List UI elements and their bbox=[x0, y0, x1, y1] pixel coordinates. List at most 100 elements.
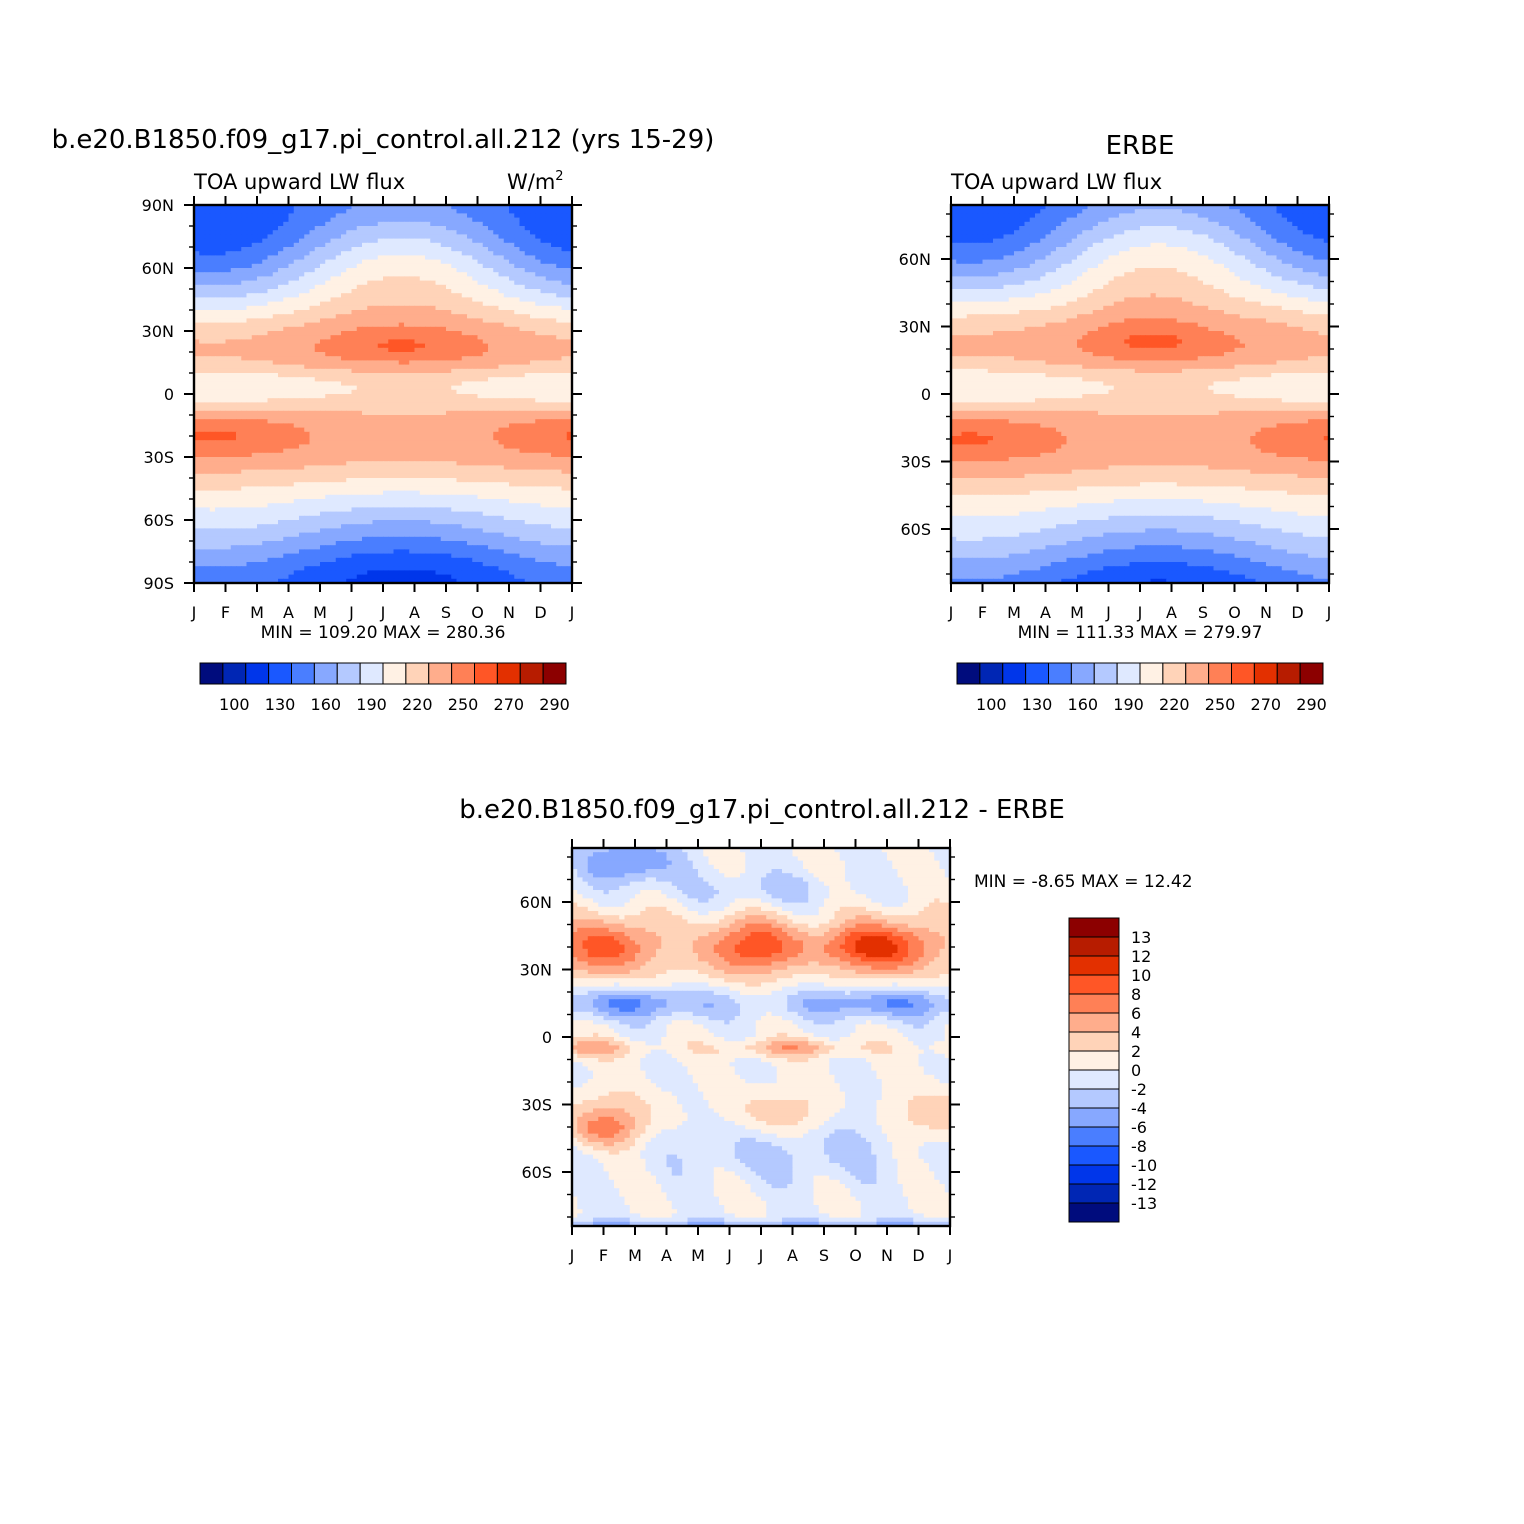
panel-model-cell bbox=[194, 440, 200, 445]
panel-model-cell bbox=[204, 213, 211, 219]
panel-model-cell bbox=[440, 478, 447, 483]
panel-model-cell bbox=[493, 352, 500, 357]
panel-model-cell bbox=[367, 486, 374, 492]
panel-model-cell bbox=[524, 234, 531, 240]
panel-model-cell bbox=[293, 473, 300, 479]
panel-model-cell bbox=[293, 293, 300, 298]
panel-model-cell bbox=[503, 452, 510, 458]
panel-model-cell bbox=[257, 457, 263, 462]
panel-model-cell bbox=[335, 301, 342, 307]
panel-model-cell bbox=[409, 268, 416, 273]
panel-model-cell bbox=[383, 297, 389, 303]
panel-model-cell bbox=[372, 343, 379, 349]
panel-model-cell bbox=[309, 398, 316, 403]
panel-model-cell bbox=[194, 331, 200, 336]
panel-model-cell bbox=[461, 356, 468, 361]
panel-model-cell bbox=[435, 377, 442, 382]
panel-model-cell bbox=[530, 440, 536, 445]
panel-model-cell bbox=[356, 419, 363, 424]
panel-model-cell bbox=[425, 444, 431, 450]
panel-model-cell bbox=[346, 284, 353, 290]
panel-model-cell bbox=[493, 431, 500, 437]
panel-model-cell bbox=[398, 238, 405, 244]
panel-model-cell bbox=[225, 297, 232, 303]
panel-model-cell bbox=[230, 444, 237, 450]
panel-model-cell bbox=[272, 339, 279, 345]
panel-model-cell bbox=[388, 473, 395, 479]
panel-model-cell bbox=[383, 284, 389, 290]
panel-model-cell bbox=[414, 352, 421, 357]
panel-model-cell bbox=[482, 377, 489, 382]
panel-model-cell bbox=[204, 385, 211, 391]
panel-model-cell bbox=[288, 268, 295, 273]
panel-model-cell bbox=[299, 461, 305, 466]
panel-model-cell bbox=[241, 284, 248, 290]
panel-model-cell bbox=[472, 339, 479, 345]
panel-model-cell bbox=[482, 242, 489, 248]
panel-model-cell bbox=[514, 473, 521, 479]
panel-model-cell bbox=[503, 259, 510, 265]
panel-model-cell bbox=[367, 301, 374, 307]
panel-model-cell bbox=[477, 343, 484, 349]
panel-model-cell bbox=[241, 448, 248, 454]
panel-model-cell bbox=[393, 415, 400, 420]
panel-model-cell bbox=[419, 263, 426, 269]
panel-model-cell bbox=[351, 242, 358, 248]
panel-model-cell bbox=[377, 360, 384, 366]
panel-model-cell bbox=[477, 242, 484, 248]
panel-model-cell bbox=[451, 259, 458, 265]
panel-model-cell bbox=[472, 213, 479, 219]
panel-model-cell bbox=[320, 213, 326, 219]
panel-model-cell bbox=[493, 221, 500, 227]
panel-model-cell bbox=[556, 469, 563, 475]
panel-model-cell bbox=[262, 276, 269, 282]
panel-model-cell bbox=[556, 381, 563, 387]
panel-model-cell bbox=[519, 230, 526, 235]
panel-model-cell bbox=[456, 465, 463, 471]
panel-model-cell bbox=[272, 436, 279, 441]
panel-model-cell bbox=[435, 402, 442, 408]
panel-model-cell bbox=[540, 448, 547, 454]
panel-model-cell bbox=[351, 427, 358, 433]
panel-model-cell bbox=[551, 284, 557, 290]
panel-model-cell bbox=[377, 205, 384, 210]
panel-model-cell bbox=[199, 381, 206, 387]
panel-model-cell bbox=[215, 335, 221, 340]
panel-model-cell bbox=[419, 478, 426, 483]
panel-model-cell bbox=[566, 284, 573, 290]
panel-model-cell bbox=[335, 385, 342, 391]
panel-model-cell bbox=[540, 251, 547, 256]
panel-model-cell bbox=[335, 431, 342, 437]
panel-model-cell bbox=[488, 339, 494, 345]
panel-model-cell bbox=[199, 255, 206, 261]
panel-model-cell bbox=[393, 289, 400, 294]
panel-model-cell bbox=[257, 465, 263, 471]
panel-model-cell bbox=[414, 335, 421, 340]
panel-model-cell bbox=[451, 490, 458, 496]
panel-model-cell bbox=[456, 448, 463, 454]
panel-model-cell bbox=[519, 209, 526, 214]
panel-model-cell bbox=[524, 297, 531, 303]
panel-model-cell bbox=[425, 339, 431, 345]
panel-model-cell bbox=[241, 381, 248, 387]
panel-model-cell bbox=[257, 289, 263, 294]
panel-model-cell bbox=[267, 305, 274, 311]
panel-model-cell bbox=[209, 473, 216, 479]
panel-model-cell bbox=[514, 398, 521, 403]
panel-model-cell bbox=[257, 373, 263, 378]
panel-model-cell bbox=[472, 335, 479, 340]
panel-model-cell bbox=[351, 280, 358, 286]
panel-model-cell bbox=[325, 322, 332, 328]
panel-model-cell bbox=[257, 436, 263, 441]
panel-model-cell bbox=[535, 389, 542, 395]
panel-model-cell bbox=[404, 473, 410, 479]
panel-model-cell bbox=[341, 276, 347, 282]
panel-model-cell bbox=[241, 457, 248, 462]
panel-model-cell bbox=[451, 478, 458, 483]
panel-model-cell bbox=[251, 335, 258, 340]
panel-model-cell bbox=[493, 305, 500, 311]
panel-model-cell bbox=[456, 431, 463, 437]
panel-model-cell bbox=[288, 230, 295, 235]
panel-model-cell bbox=[393, 486, 400, 492]
panel-model-cell bbox=[230, 331, 237, 336]
